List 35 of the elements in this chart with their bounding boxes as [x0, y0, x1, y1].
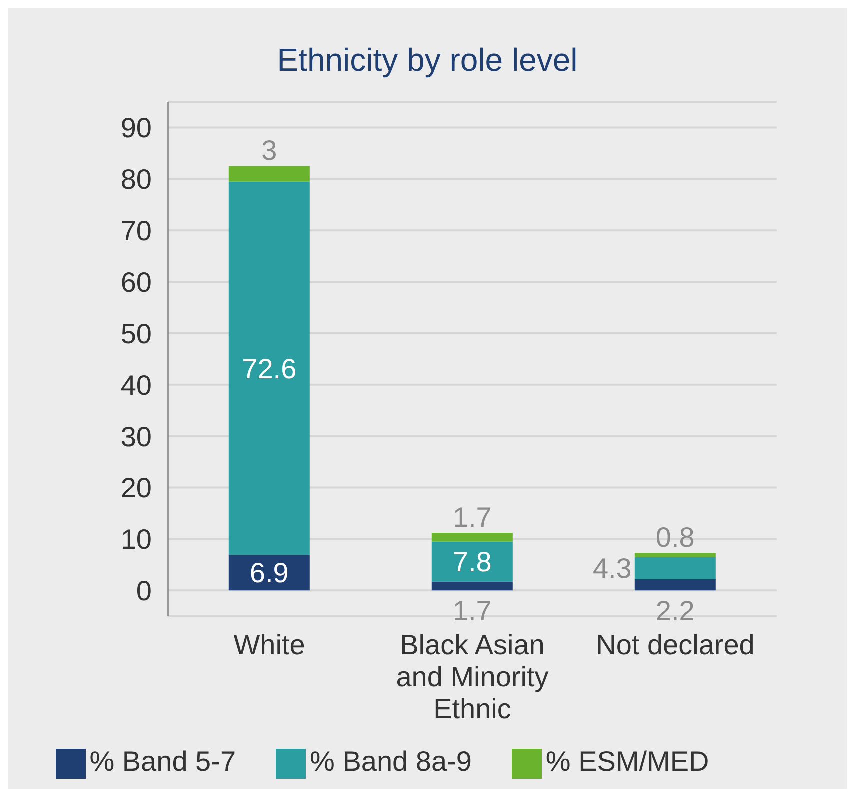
data-label: 1.7 [452, 595, 492, 626]
y-tick-label: 30 [120, 421, 152, 452]
data-label: 7.8 [452, 546, 492, 578]
data-label: 0.8 [656, 522, 695, 553]
y-tick-label: 50 [120, 318, 152, 350]
bar [228, 182, 310, 556]
y-tick-label: 60 [120, 266, 152, 298]
legend-label: % Band 5-7 [90, 746, 236, 778]
data-label: 1.7 [452, 502, 492, 533]
bar [228, 166, 310, 182]
y-tick-label: 20 [120, 472, 152, 504]
legend-label: % Band 8a-9 [310, 746, 472, 778]
bar [432, 533, 513, 542]
x-tick-label: Black Asian and Minority Ethnic [396, 629, 549, 724]
x-tick-label: White [234, 629, 306, 660]
x-tick-label: Not declared [596, 629, 755, 660]
y-tick-label: 10 [120, 524, 152, 556]
y-tick-label: 0 [136, 576, 152, 607]
data-label: 6.9 [250, 558, 289, 589]
bar [432, 582, 513, 591]
legend-label: % ESM/MED [546, 746, 710, 778]
chart-title: Ethnicity by role level [276, 41, 579, 80]
bar [634, 557, 716, 580]
bar [634, 553, 716, 558]
y-tick-label: 80 [120, 164, 152, 196]
y-tick-label: 70 [120, 216, 152, 247]
y-tick-label: 90 [120, 112, 152, 144]
bar [432, 542, 513, 582]
bar [228, 555, 310, 591]
data-label: 2.2 [656, 595, 695, 626]
data-label: 3 [262, 135, 278, 166]
y-tick-label: 40 [120, 370, 152, 401]
data-label: 4.3 [592, 553, 632, 584]
data-label: 72.6 [242, 353, 297, 384]
bar [634, 579, 716, 591]
